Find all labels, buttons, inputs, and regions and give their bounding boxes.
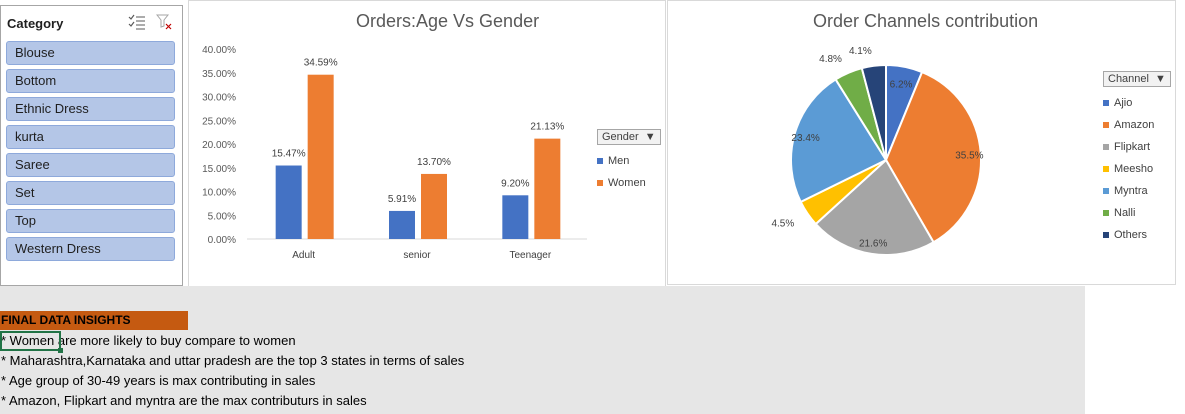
slice-label: 4.8% xyxy=(819,54,842,65)
legend-label: Others xyxy=(1114,229,1148,241)
y-tick-label: 30.00% xyxy=(202,93,236,104)
category-slicer: Category Blouse Bottom Ethnic Dress kurta Sa… xyxy=(0,5,183,286)
selected-cell[interactable] xyxy=(0,331,63,353)
bar-chart-title: Orders:Age Vs Gender xyxy=(356,11,540,31)
legend-label: Myntra xyxy=(1114,185,1148,197)
pie-slice-flipkart[interactable] xyxy=(814,158,935,256)
slicer-item-top[interactable]: Top xyxy=(6,209,175,233)
data-label: 15.47% xyxy=(272,149,306,160)
slicer-title: Category xyxy=(7,16,64,31)
legend-item-meesho[interactable]: Meesho xyxy=(1103,158,1171,180)
y-tick-label: 40.00% xyxy=(202,45,236,56)
y-tick-label: 35.00% xyxy=(202,69,236,80)
y-tick-label: 25.00% xyxy=(202,116,236,127)
legend-swatch xyxy=(1103,122,1109,128)
clear-filter-icon[interactable] xyxy=(156,14,172,30)
legend-label: Ajio xyxy=(1114,97,1133,109)
slicer-item-western-dress[interactable]: Western Dress xyxy=(6,237,175,261)
pie-slice-myntra[interactable] xyxy=(790,78,888,204)
slice-label: 4.1% xyxy=(849,46,872,57)
slice-label: 4.5% xyxy=(771,218,794,229)
legend-swatch xyxy=(1103,232,1109,238)
dropdown-arrow-icon: ▼ xyxy=(644,131,656,143)
age-gender-chart[interactable]: Orders:Age Vs Gender 0.00% 5.00% 10.00% 15.… xyxy=(188,0,666,287)
data-label: 13.70% xyxy=(417,157,451,168)
bar-men-teenager[interactable] xyxy=(502,195,529,239)
legend-label: Flipkart xyxy=(1114,141,1151,153)
y-tick-label: 5.00% xyxy=(208,211,236,222)
x-tick-label: Adult xyxy=(292,250,315,261)
legend-item-nalli[interactable]: Nalli xyxy=(1103,202,1171,224)
legend-label: Amazon xyxy=(1114,119,1155,131)
y-tick-label: 0.00% xyxy=(208,235,236,246)
legend-item-flipkart[interactable]: Flipkart xyxy=(1103,136,1171,158)
worksheet-area xyxy=(0,286,1085,414)
channel-legend: Channel ▼ Ajio Amazon Flipkart Meesho Myntra… xyxy=(1103,71,1171,246)
pie-chart-title: Order Channels contribution xyxy=(813,11,1039,31)
x-tick-label: Teenager xyxy=(509,250,551,261)
slice-label: 35.5% xyxy=(955,150,983,161)
y-tick-label: 15.00% xyxy=(202,164,236,175)
legend-swatch xyxy=(1103,166,1109,172)
legend-label: Men xyxy=(608,155,630,167)
data-label: 34.59% xyxy=(304,58,338,69)
slicer-item-kurta[interactable]: kurta xyxy=(6,125,175,149)
legend-swatch xyxy=(1103,210,1109,216)
bar-chart-plot: 0.00% 5.00% 10.00% 15.00% 20.00% 25.00% 30.00%… xyxy=(202,45,587,261)
slice-label: 21.6% xyxy=(859,239,887,250)
bar-women-senior[interactable] xyxy=(421,173,447,239)
slicer-item-blouse[interactable]: Blouse xyxy=(6,41,175,65)
y-tick-label: 20.00% xyxy=(202,140,236,151)
legend-label: Nalli xyxy=(1114,207,1136,219)
gender-legend: Gender ▼ Men Women xyxy=(597,129,661,194)
data-label: 5.91% xyxy=(388,194,416,205)
legend-item-others[interactable]: Others xyxy=(1103,224,1171,246)
bar-men-senior[interactable] xyxy=(389,210,415,239)
x-tick-label: senior xyxy=(403,250,431,261)
legend-swatch xyxy=(597,180,603,186)
legend-item-amazon[interactable]: Amazon xyxy=(1103,114,1171,136)
slicer-item-bottom[interactable]: Bottom xyxy=(6,69,175,93)
legend-label: Meesho xyxy=(1114,163,1154,175)
channel-filter-button[interactable]: Channel ▼ xyxy=(1103,71,1171,87)
slicer-item-saree[interactable]: Saree xyxy=(6,153,175,177)
insight-line[interactable]: * Age group of 30-49 years is max contri… xyxy=(1,373,316,388)
pie-chart-plot: 6.2% 35.5% 21.6% 4.5% 23.4% 4.8% 4.1% xyxy=(771,46,984,256)
legend-item-men[interactable]: Men xyxy=(597,150,661,172)
insight-line[interactable]: * Maharashtra,Karnataka and uttar prades… xyxy=(1,353,465,368)
legend-swatch xyxy=(1103,100,1109,106)
y-tick-label: 10.00% xyxy=(202,188,236,199)
bar-women-teenager[interactable] xyxy=(534,138,561,239)
insights-header[interactable]: FINAL DATA INSIGHTS xyxy=(0,311,188,330)
data-label: 21.13% xyxy=(530,122,564,133)
legend-label: Women xyxy=(608,177,646,189)
pie-slice-others[interactable] xyxy=(860,63,887,161)
slicer-item-ethnic-dress[interactable]: Ethnic Dress xyxy=(6,97,175,121)
legend-item-women[interactable]: Women xyxy=(597,172,661,194)
legend-swatch xyxy=(1103,144,1109,150)
bar-women-adult[interactable] xyxy=(307,74,334,239)
gender-filter-button[interactable]: Gender ▼ xyxy=(597,129,661,145)
order-channels-chart[interactable]: Order Channels contribution 6.2% 35.5% 21.… xyxy=(667,0,1176,285)
dropdown-arrow-icon: ▼ xyxy=(1154,73,1166,85)
slicer-item-set[interactable]: Set xyxy=(6,181,175,205)
legend-swatch xyxy=(597,158,603,164)
slice-label: 6.2% xyxy=(890,80,913,91)
legend-item-myntra[interactable]: Myntra xyxy=(1103,180,1171,202)
multi-select-icon[interactable] xyxy=(128,14,146,30)
data-label: 9.20% xyxy=(501,178,529,189)
insight-line[interactable]: * Amazon, Flipkart and myntra are the ma… xyxy=(1,393,367,408)
legend-item-ajio[interactable]: Ajio xyxy=(1103,92,1171,114)
slice-label: 23.4% xyxy=(791,133,819,144)
bar-men-adult[interactable] xyxy=(275,165,302,239)
legend-swatch xyxy=(1103,188,1109,194)
insight-line[interactable]: * Women are more likely to buy compare t… xyxy=(1,333,296,348)
